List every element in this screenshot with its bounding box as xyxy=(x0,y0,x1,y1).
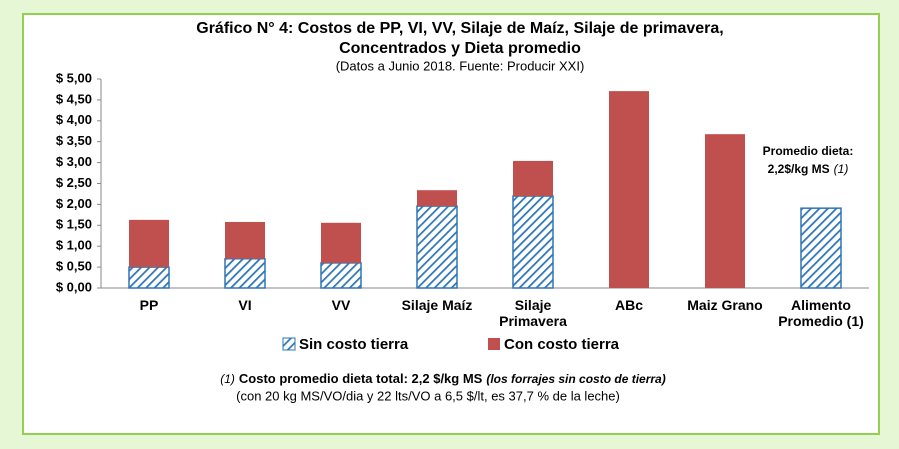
x-tick-label: PP xyxy=(139,297,159,313)
legend-label: Sin costo tierra xyxy=(299,336,409,353)
annotation-note: (1) xyxy=(834,162,849,176)
bar-segment xyxy=(705,134,745,288)
x-tick-label: VI xyxy=(238,297,252,313)
y-tick-label: $ 2,50 xyxy=(56,175,92,190)
chart-title: Concentrados y Dieta promedio xyxy=(339,40,581,57)
bar-segment xyxy=(416,205,458,289)
bar-segment xyxy=(321,222,361,263)
bar-segment xyxy=(800,207,842,289)
x-tick-label: Silaje Primavera xyxy=(499,297,567,329)
y-tick-label: $ 3,50 xyxy=(56,133,92,148)
bar-segment xyxy=(320,262,362,289)
bar-segment xyxy=(224,257,266,289)
x-tick-label: Silaje Maíz xyxy=(401,297,473,313)
x-tick-label: Maiz Grano xyxy=(687,297,763,313)
bar-segment xyxy=(513,160,553,197)
legend-swatch xyxy=(282,337,296,351)
legend-swatch xyxy=(488,338,500,350)
bar-segment xyxy=(225,221,265,259)
annotation: Promedio dieta: xyxy=(763,144,854,158)
footnote-note: (1) xyxy=(220,372,235,386)
chart-title: Gráfico N° 4: Costos de PP, VI, VV, Sila… xyxy=(196,20,724,37)
footnote-text: Costo promedio dieta total: 2,2 $/kg MS xyxy=(239,371,483,386)
legend-label: Con costo tierra xyxy=(504,336,620,353)
y-tick-label: $ 4,50 xyxy=(56,91,92,106)
x-tick-label: Alimento Promedio (1) xyxy=(778,297,864,329)
bar-segment xyxy=(129,219,169,268)
footnote: (con 20 kg MS/VO/dia y 22 lts/VO a 6,5 $… xyxy=(236,388,620,403)
y-tick-label: $ 1,00 xyxy=(56,238,92,253)
y-tick-label: $ 0,50 xyxy=(56,259,92,274)
bar-segment xyxy=(128,266,170,289)
bar-segment xyxy=(512,195,554,289)
annotation: 2,2$/kg MS (1) xyxy=(768,162,849,176)
footnote: (1) Costo promedio dieta total: 2,2 $/kg … xyxy=(220,371,665,386)
y-tick-label: $ 3,00 xyxy=(56,154,92,169)
y-tick-label: $ 4,00 xyxy=(56,112,92,127)
y-tick-label: $ 2,00 xyxy=(56,196,92,211)
x-tick-label: ABc xyxy=(614,297,643,313)
bar-segment xyxy=(609,91,649,288)
footnote-detail: (los forrajes sin costo de tierra) xyxy=(486,372,665,386)
annotation-text: 2,2$/kg MS xyxy=(768,162,830,176)
y-tick-label: $ 1,50 xyxy=(56,217,92,232)
chart-subtitle: (Datos a Junio 2018. Fuente: Producir XX… xyxy=(336,58,585,73)
y-tick-label: $ 5,00 xyxy=(56,70,92,85)
bar-segment xyxy=(417,190,457,207)
y-tick-label: $ 0,00 xyxy=(56,279,92,294)
x-tick-label: VV xyxy=(331,297,351,313)
